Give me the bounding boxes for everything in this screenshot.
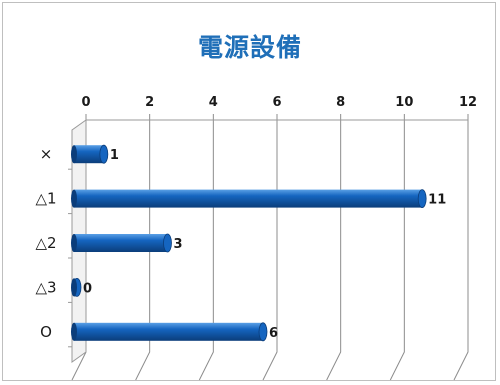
data-label: 11 bbox=[428, 193, 446, 208]
tick-labels: 0 2 4 6 8 10 12 bbox=[81, 95, 477, 110]
bar-start-cap bbox=[71, 322, 77, 341]
tick-label: 12 bbox=[459, 95, 477, 110]
bar-start-cap bbox=[71, 278, 77, 297]
tick-label: 8 bbox=[336, 95, 345, 110]
bar-end-cap bbox=[163, 233, 172, 253]
bar-end-cap bbox=[258, 322, 268, 342]
data-label: 1 bbox=[110, 148, 119, 163]
gridline bbox=[389, 120, 405, 381]
data-label: 3 bbox=[174, 237, 183, 252]
gridline bbox=[326, 120, 342, 381]
bar-start-cap bbox=[71, 234, 77, 252]
category-label: △1 bbox=[35, 190, 56, 208]
tick-label: 2 bbox=[145, 95, 154, 110]
data-label: 6 bbox=[269, 326, 278, 341]
bar bbox=[74, 189, 423, 208]
chart-title: 電源設備 bbox=[197, 33, 302, 62]
tick-label: 6 bbox=[272, 95, 281, 110]
gridline bbox=[262, 120, 278, 381]
bar-start-cap bbox=[71, 189, 77, 208]
bar-start-cap bbox=[71, 145, 77, 164]
axes bbox=[71, 119, 468, 363]
tick-label: 4 bbox=[209, 95, 218, 110]
tick-label: 0 bbox=[81, 95, 90, 110]
gridline bbox=[453, 120, 469, 381]
bar-end-cap bbox=[99, 144, 109, 164]
bar-end-cap bbox=[417, 189, 427, 209]
category-label: × bbox=[40, 145, 53, 163]
category-labels: × △1 △2 △3 O bbox=[35, 145, 72, 348]
bar bbox=[74, 145, 104, 164]
category-label: △3 bbox=[35, 278, 56, 296]
bar bbox=[74, 322, 263, 341]
bars bbox=[71, 144, 427, 342]
tick-label: 10 bbox=[395, 95, 413, 110]
category-label: O bbox=[40, 323, 52, 341]
bar bbox=[74, 234, 168, 252]
data-label: 0 bbox=[83, 281, 92, 296]
gridline bbox=[198, 120, 214, 381]
category-label: △2 bbox=[35, 234, 56, 252]
